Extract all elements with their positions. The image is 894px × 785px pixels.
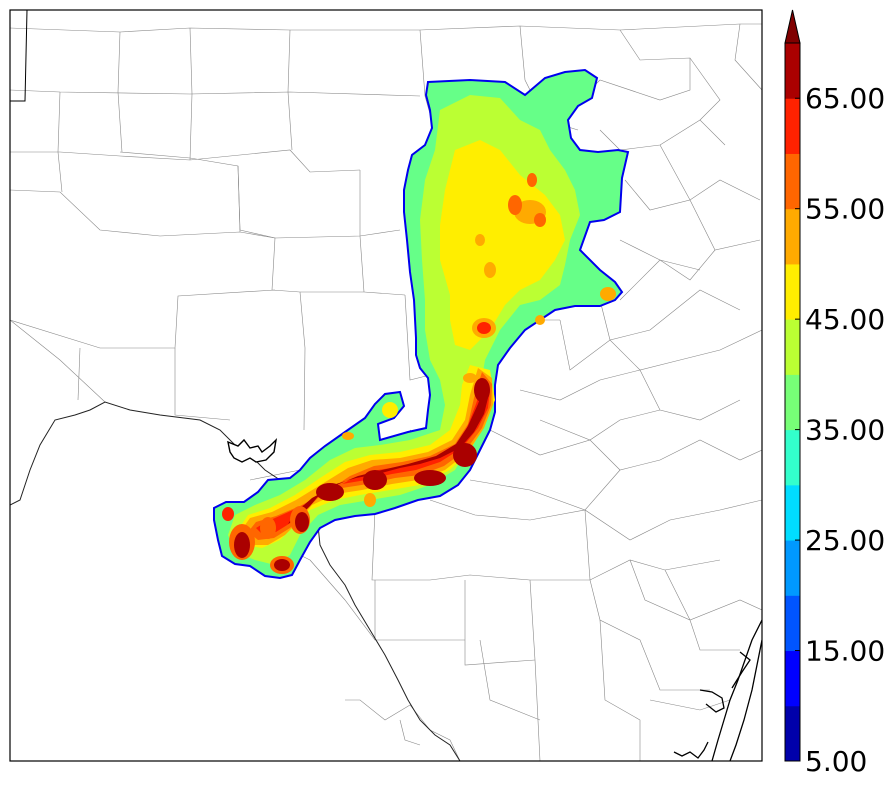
- echo-65dbz: [288, 382, 488, 524]
- echo-cell: [474, 378, 490, 402]
- colorbar-segment: [785, 705, 800, 762]
- colorbar-tick-label: 45.00: [805, 303, 885, 336]
- echo-cell: [260, 517, 276, 539]
- colorbar-extend-arrow: [784, 9, 801, 44]
- echo-45dbz: [440, 140, 565, 350]
- echo-cell: [222, 507, 234, 521]
- colorbar-tick-label: 15.00: [805, 635, 885, 668]
- colorbar-segment: [785, 484, 800, 541]
- colorbar-segment: [785, 319, 800, 375]
- colorbar: 5.00 15.00 25.00 35.00 45.00 55.00 65.00: [784, 9, 885, 778]
- echo-cell: [508, 195, 522, 215]
- echo-cell: [477, 322, 491, 334]
- echo-cell: [463, 373, 477, 383]
- echo-cell: [453, 443, 477, 467]
- echo-cell: [364, 493, 376, 507]
- colorbar-frame: [784, 42, 801, 762]
- reflectivity-field: [213, 68, 630, 580]
- border-line: [10, 10, 28, 102]
- gulf-coastline: [673, 619, 762, 761]
- colorbar-segment: [785, 43, 800, 99]
- colorbar-segment: [785, 595, 800, 652]
- colorbar-segment: [785, 429, 800, 486]
- echo-cell: [484, 262, 496, 278]
- colorbar-segment: [785, 98, 800, 154]
- echo-cell: [363, 470, 387, 490]
- echo-cell: [382, 402, 398, 418]
- colorbar-tick-label: 5.00: [805, 745, 867, 778]
- colorbar-tick-label: 25.00: [805, 524, 885, 557]
- colorbar-segment: [785, 540, 800, 596]
- map-panel: [10, 10, 762, 761]
- echo-cell: [342, 432, 354, 440]
- echo-cell: [600, 287, 616, 301]
- echo-cell: [295, 512, 309, 532]
- colorbar-segment: [785, 374, 800, 431]
- map-frame: [9, 9, 763, 762]
- echo-cell: [534, 213, 546, 227]
- echo-cell: [535, 315, 545, 325]
- echo-cell: [527, 173, 537, 187]
- echo-cell: [316, 483, 344, 501]
- colorbar-segment: [785, 153, 800, 210]
- colorbar-tick-label: 55.00: [805, 193, 885, 226]
- echo-cell: [234, 532, 250, 558]
- echo-cell: [274, 559, 290, 571]
- county-boundaries: [10, 23, 762, 761]
- colorbar-segment: [785, 208, 800, 265]
- echo-cell: [414, 470, 446, 486]
- reservoir: [227, 437, 278, 463]
- colorbar-segment: [785, 650, 800, 707]
- echo-50dbz: [240, 368, 493, 545]
- echo-cell: [475, 234, 485, 246]
- colorbar-tick-label: 65.00: [805, 82, 885, 115]
- colorbar-segment: [785, 263, 800, 320]
- colorbar-tick-label: 35.00: [805, 414, 885, 447]
